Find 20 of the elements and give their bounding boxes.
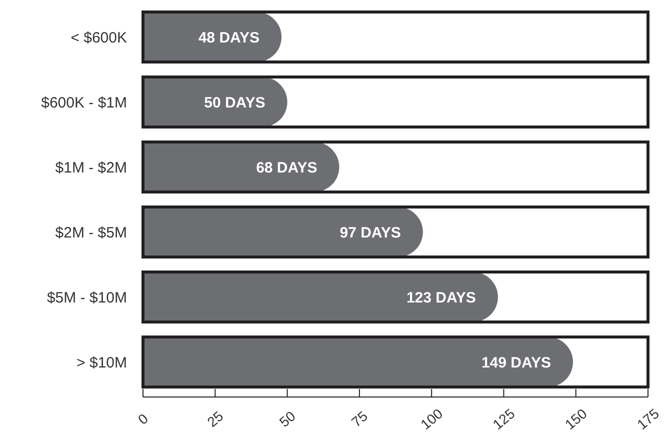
- x-tick-label: 175: [634, 405, 662, 433]
- y-tick-label: $2M - $5M: [55, 224, 127, 242]
- data-label: 97 DAYS: [340, 224, 401, 242]
- x-tick-label: 50: [276, 408, 298, 430]
- data-label: 48 DAYS: [198, 29, 260, 46]
- data-label: 149 DAYS: [481, 354, 551, 372]
- x-tick-label: 100: [417, 405, 446, 433]
- y-tick-label: $1M - $2M: [55, 159, 127, 176]
- x-tick-label: 0: [134, 410, 152, 428]
- y-tick-label: $600K - $1M: [41, 94, 127, 112]
- data-label: 50 DAYS: [204, 94, 266, 112]
- x-tick-label: 125: [490, 405, 518, 433]
- y-tick-label: < $600K: [70, 29, 127, 46]
- data-label: 123 DAYS: [406, 289, 476, 306]
- y-tick-label: > $10M: [76, 354, 127, 372]
- x-tick-label: 75: [348, 408, 371, 430]
- x-tick-label: 150: [562, 405, 590, 433]
- x-tick-label: 25: [204, 408, 226, 430]
- data-label: 68 DAYS: [256, 159, 318, 176]
- y-tick-label: $5M - $10M: [46, 289, 127, 306]
